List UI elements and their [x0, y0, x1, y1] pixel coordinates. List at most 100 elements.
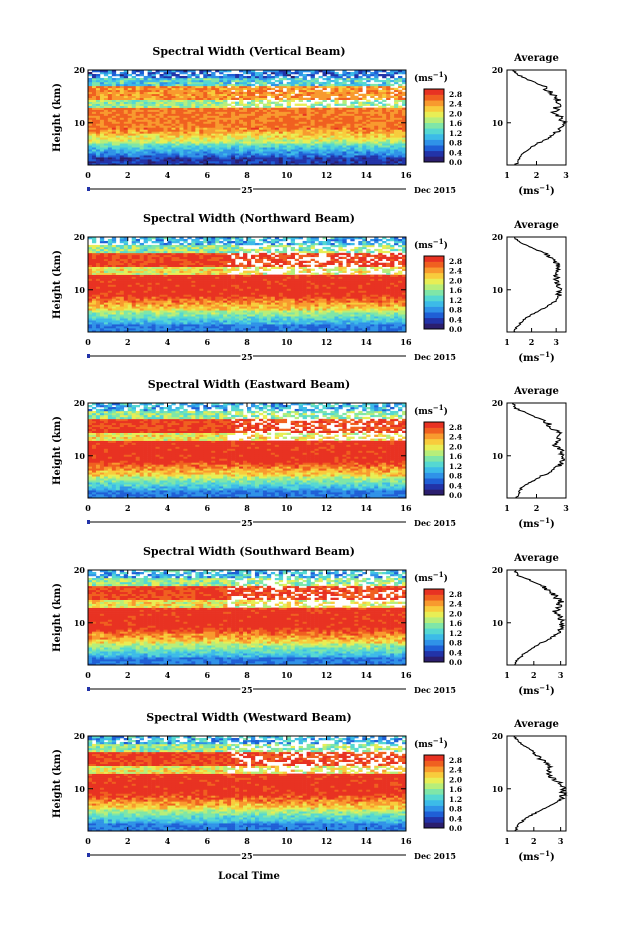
heatmap-cell [266, 153, 272, 156]
heatmap-cell [167, 125, 172, 128]
heatmap-cell [366, 133, 371, 136]
heatmap-cell [398, 115, 403, 118]
heatmap-cell [270, 155, 276, 158]
heatmap-cell [243, 147, 248, 150]
heatmap-cell [111, 113, 117, 116]
heatmap-cell [107, 310, 113, 313]
heatmap-cell [183, 306, 188, 309]
heatmap-cell [211, 310, 216, 313]
heatmap-cell [195, 137, 200, 140]
heatmap-cell [398, 316, 403, 319]
heatmap-cell [374, 91, 379, 95]
heatmap-cell [322, 129, 327, 132]
heatmap-cell [115, 101, 121, 104]
heatmap-cell [103, 131, 109, 134]
heatmap-cell [378, 304, 383, 307]
heatmap-cell [103, 77, 109, 81]
heatmap-cell [175, 123, 180, 126]
heatmap-cell [302, 318, 307, 321]
heatmap-cell [91, 123, 97, 126]
heatmap-cell [171, 320, 176, 323]
heatmap-cell [310, 159, 315, 162]
heatmap-cell [143, 155, 148, 158]
heatmap-cell [223, 300, 228, 303]
x-tick-label: 2 [125, 170, 131, 180]
heatmap-cell [386, 326, 391, 329]
heatmap-cell [262, 93, 268, 97]
heatmap-cell [155, 115, 160, 118]
heatmap-cell [302, 135, 307, 138]
heatmap-cell [402, 81, 407, 85]
heatmap-cell [362, 121, 367, 124]
heatmap-cell [282, 302, 288, 305]
heatmap-cell [250, 113, 256, 116]
average-y-tick-label: 10 [492, 118, 504, 128]
heatmap-cell [298, 310, 303, 313]
heatmap-cell [203, 159, 208, 162]
heatmap-cell [155, 322, 160, 325]
heatmap-cell [99, 145, 105, 148]
heatmap-cell [88, 155, 93, 158]
heatmap-cell [183, 105, 188, 108]
heatmap-cell [282, 328, 288, 331]
heatmap-cell [191, 101, 196, 104]
heatmap-cell [207, 302, 212, 305]
heatmap-cell [143, 151, 148, 154]
heatmap-cell [254, 81, 260, 85]
heatmap-cell [227, 95, 232, 99]
heatmap-cell [215, 326, 220, 329]
heatmap-cell [286, 163, 292, 166]
heatmap-cell [111, 310, 117, 313]
heatmap-cell [270, 101, 276, 104]
heatmap-cell [187, 109, 192, 112]
heatmap-cell [127, 141, 133, 144]
heatmap-cell [342, 117, 347, 120]
heatmap-cell [139, 109, 144, 112]
heatmap-cell [159, 324, 164, 327]
heatmap-cell [386, 306, 391, 309]
heatmap-cell [250, 310, 256, 313]
heatmap-cell [191, 302, 196, 305]
heatmap-cell [143, 105, 148, 108]
heatmap-cell [358, 157, 363, 160]
heatmap-cell [239, 312, 244, 315]
heatmap-cell [175, 139, 180, 142]
heatmap-cell [91, 314, 97, 317]
heatmap-cell [91, 155, 97, 158]
heatmap-cell [239, 91, 244, 95]
heatmap-cell [163, 75, 168, 79]
heatmap-cell [338, 314, 343, 317]
heatmap-cell [231, 310, 236, 313]
heatmap-cell [239, 314, 244, 317]
heatmap-cell [107, 103, 113, 106]
heatmap-cell [159, 87, 164, 91]
heatmap-cell [250, 73, 256, 77]
heatmap-cell [183, 316, 188, 319]
heatmap-cell [239, 139, 244, 142]
heatmap-cell [247, 101, 252, 104]
heatmap-cell [91, 75, 97, 79]
heatmap-cell [115, 147, 121, 150]
heatmap-cell [151, 312, 156, 315]
heatmap-cell [258, 133, 264, 136]
heatmap-cell [127, 153, 133, 156]
heatmap-cell [127, 298, 133, 301]
heatmap-cell [111, 125, 117, 128]
heatmap-cell [350, 300, 355, 303]
heatmap-cell [258, 298, 264, 301]
heatmap-cell [103, 121, 109, 124]
heatmap-cell [386, 139, 391, 142]
heatmap-cell [95, 141, 101, 144]
heatmap-cell [366, 93, 371, 97]
heatmap-cell [290, 99, 296, 102]
heatmap-cell [235, 121, 240, 124]
heatmap-cell [338, 103, 343, 106]
heatmap-cell [330, 310, 335, 313]
heatmap-cell [183, 135, 188, 138]
heatmap-cell [274, 312, 280, 315]
heatmap-cell [390, 123, 395, 126]
heatmap-cell [99, 318, 105, 321]
heatmap-cell [322, 113, 327, 116]
heatmap-cell [290, 157, 296, 160]
heatmap-cell [219, 115, 224, 118]
